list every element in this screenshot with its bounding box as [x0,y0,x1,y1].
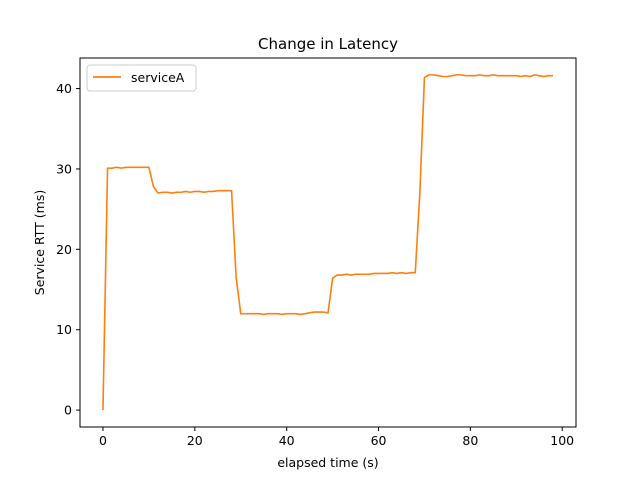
x-axis: 0 20 40 60 80 100 [99,427,574,448]
y-axis-label: Service RTT (ms) [32,190,47,295]
y-tick-label: 10 [56,322,72,337]
y-tick-label: 30 [56,161,72,176]
plot-area [102,74,554,411]
legend-entry-serviceA: serviceA [131,70,185,85]
axes-frame [79,57,577,428]
y-tick-label: 0 [64,403,72,418]
x-tick-label: 100 [550,433,574,448]
legend-box [86,64,197,92]
y-tick-label: 20 [56,242,72,257]
x-tick-label: 40 [279,433,295,448]
legend: serviceA [86,64,197,92]
x-axis-label: elapsed time (s) [277,455,378,470]
y-tick-label: 40 [56,81,72,96]
x-tick-label: 0 [99,433,107,448]
x-tick-label: 20 [187,433,203,448]
chart-title: Change in Latency [258,35,398,53]
x-tick-label: 60 [371,433,387,448]
y-axis: 0 10 20 30 40 [56,81,80,418]
x-tick-label: 80 [462,433,478,448]
series-line-serviceA [102,74,554,411]
